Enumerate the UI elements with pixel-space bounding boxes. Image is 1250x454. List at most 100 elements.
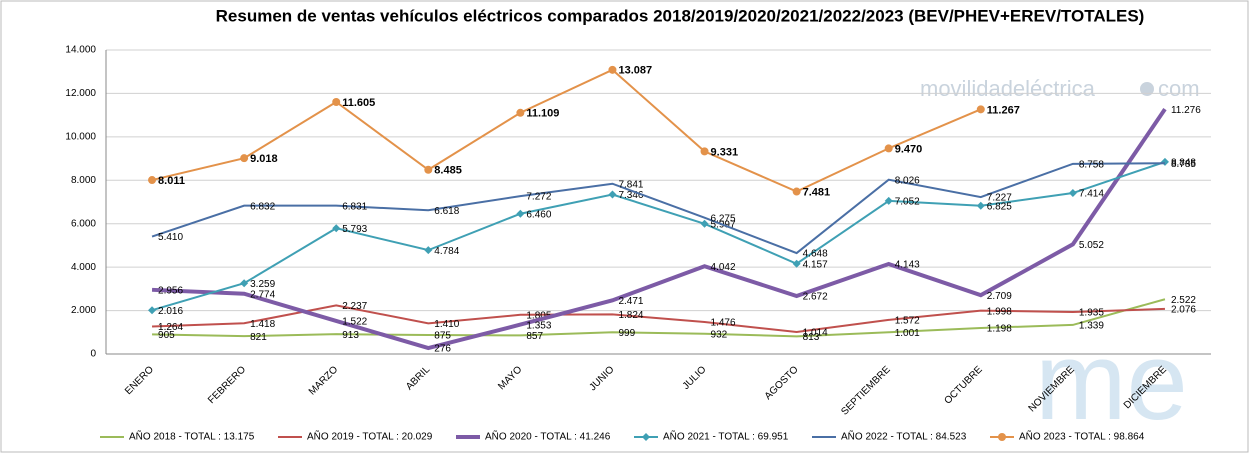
point — [608, 65, 617, 74]
legend-label: AÑO 2018 - TOTAL : 13.175 — [129, 430, 255, 443]
data-label: 11.605 — [342, 97, 375, 109]
series-line — [152, 298, 1166, 338]
data-label: 8.011 — [158, 175, 185, 187]
data-label: 1.339 — [1079, 321, 1104, 332]
series-line — [151, 162, 1165, 255]
point — [148, 176, 157, 185]
data-label: 8.485 — [434, 165, 462, 177]
data-label: 4.784 — [434, 246, 459, 257]
legend-label: AÑO 2021 - TOTAL : 69.951 — [663, 430, 789, 443]
data-label: 821 — [250, 332, 267, 343]
legend-label: AÑO 2023 - TOTAL : 98.864 — [1019, 430, 1145, 443]
data-label: 875 — [434, 331, 451, 342]
data-label: 7.841 — [618, 179, 643, 190]
data-label: 4.648 — [803, 249, 828, 260]
data-label: 2.709 — [987, 291, 1012, 302]
logo: me — [1035, 320, 1188, 443]
data-label: 2.076 — [1171, 305, 1196, 316]
data-label: 3.259 — [250, 279, 275, 290]
point — [240, 279, 249, 288]
point — [792, 259, 801, 268]
data-label: 2.956 — [158, 285, 183, 296]
data-label: 5.052 — [1079, 240, 1104, 251]
data-label: 13.087 — [618, 65, 652, 77]
data-label: 857 — [526, 331, 543, 342]
data-label: 1.998 — [987, 306, 1012, 317]
data-label: 2.522 — [1171, 295, 1196, 306]
chart-title: Resumen de ventas vehículos eléctricos c… — [216, 6, 1145, 25]
data-label: 932 — [711, 329, 728, 340]
y-tick-label: 10.000 — [65, 131, 96, 142]
data-label: 2.471 — [618, 296, 643, 307]
data-label: 1.014 — [803, 328, 828, 339]
data-label: 1.410 — [434, 319, 459, 330]
data-label: 999 — [618, 328, 635, 339]
data-label: 1.353 — [526, 320, 551, 331]
data-label: 6.832 — [250, 201, 275, 212]
data-label: 1.824 — [618, 310, 643, 321]
data-label: 6.275 — [711, 213, 736, 224]
legend-label: AÑO 2022 - TOTAL : 84.523 — [841, 430, 967, 443]
data-label: 1.572 — [895, 316, 920, 327]
series-line — [151, 108, 1167, 351]
legend-label: AÑO 2020 - TOTAL : 41.246 — [485, 430, 611, 443]
point — [332, 98, 341, 107]
data-label: 8.785 — [1171, 159, 1196, 170]
series-line — [152, 304, 1165, 333]
data-label: 11.276 — [1171, 105, 1201, 116]
y-tick-label: 12.000 — [65, 88, 96, 99]
y-tick-label: 14.000 — [65, 45, 96, 56]
watermark: movilidadeléctrica — [920, 76, 1096, 101]
data-label: 2.016 — [158, 306, 183, 317]
data-label: 8.758 — [1079, 159, 1104, 170]
data-label: 6.460 — [526, 209, 551, 220]
data-label: 2.672 — [803, 292, 828, 303]
point — [884, 196, 893, 205]
point — [516, 209, 525, 218]
point — [516, 108, 525, 117]
data-label: 7.414 — [1079, 189, 1104, 200]
data-label: 4.143 — [895, 260, 920, 271]
point — [976, 105, 985, 114]
data-label: 1.522 — [342, 317, 367, 328]
data-label: 2.774 — [250, 289, 275, 300]
data-label: 813 — [803, 332, 820, 343]
legend-marker — [998, 433, 1006, 441]
point — [700, 219, 709, 228]
data-label: 11.109 — [526, 108, 559, 120]
data-label: 2.237 — [342, 301, 367, 312]
y-tick-label: 6.000 — [71, 218, 96, 229]
data-label: 913 — [342, 330, 359, 341]
data-label: 1.198 — [987, 324, 1012, 335]
data-label: 7.346 — [618, 190, 643, 201]
data-label: 5.793 — [342, 224, 367, 235]
point — [976, 201, 985, 210]
data-label: 7.052 — [895, 197, 920, 208]
data-label: 7.227 — [987, 193, 1012, 204]
data-label: 276 — [434, 344, 451, 355]
data-label: 1.935 — [1079, 308, 1104, 319]
legend-label: AÑO 2019 - TOTAL : 20.029 — [307, 430, 433, 443]
point — [700, 147, 709, 156]
point — [424, 165, 433, 174]
data-label: 9.018 — [250, 153, 278, 165]
data-label: 8.026 — [895, 175, 920, 186]
data-label: 11.267 — [987, 104, 1020, 116]
point — [884, 144, 893, 153]
y-tick-label: 4.000 — [71, 262, 96, 273]
data-label: 4.042 — [711, 262, 736, 273]
data-label: 9.470 — [895, 143, 923, 155]
legend-marker — [642, 433, 650, 441]
data-label: 6.825 — [987, 201, 1012, 212]
data-label: 9.331 — [711, 146, 739, 158]
data-label: 5.410 — [158, 232, 183, 243]
data-label: 6.618 — [434, 206, 459, 217]
series-line — [151, 160, 1166, 312]
data-label: 7.272 — [526, 192, 551, 203]
point — [424, 246, 433, 255]
data-label: 1.418 — [250, 319, 275, 330]
data-label: 1.476 — [711, 318, 736, 329]
y-tick-label: 2.000 — [71, 305, 96, 316]
y-tick-label: 8.000 — [71, 175, 96, 186]
